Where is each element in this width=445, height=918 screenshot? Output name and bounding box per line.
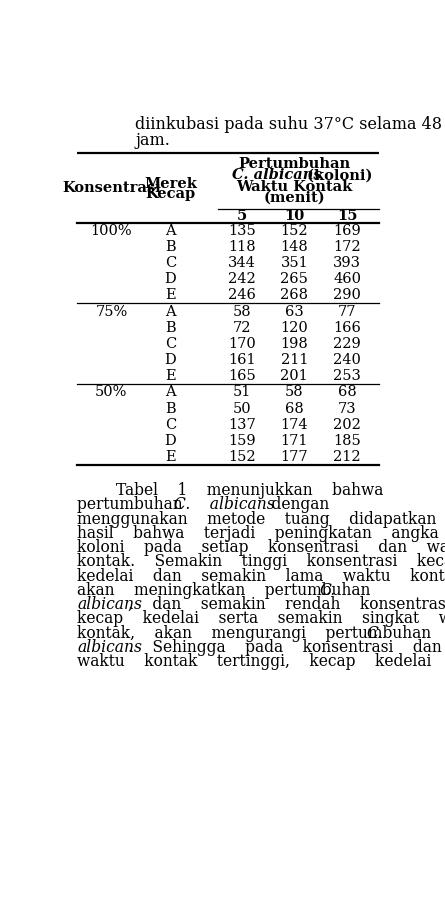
Text: C.: C. bbox=[320, 582, 336, 599]
Text: kontak.    Semakin    tinggi    konsentrasi    kecap: kontak. Semakin tinggi konsentrasi kecap bbox=[77, 554, 445, 570]
Text: kedelai    dan    semakin    lama    waktu    kontak,: kedelai dan semakin lama waktu kontak, bbox=[77, 567, 445, 585]
Text: 211: 211 bbox=[281, 353, 308, 367]
Text: 63: 63 bbox=[285, 305, 303, 319]
Text: 50%: 50% bbox=[95, 386, 128, 399]
Text: 170: 170 bbox=[228, 337, 255, 351]
Text: Kecap: Kecap bbox=[145, 187, 195, 201]
Text: menggunakan    metode    tuang    didapatkan: menggunakan metode tuang didapatkan bbox=[77, 510, 437, 528]
Text: 152: 152 bbox=[280, 224, 308, 238]
Text: 77: 77 bbox=[338, 305, 356, 319]
Text: 242: 242 bbox=[228, 272, 255, 286]
Text: 15: 15 bbox=[337, 208, 357, 223]
Text: 75%: 75% bbox=[95, 305, 128, 319]
Text: 201: 201 bbox=[280, 369, 308, 383]
Text: D: D bbox=[165, 434, 176, 448]
Text: 137: 137 bbox=[228, 418, 255, 431]
Text: 344: 344 bbox=[228, 256, 255, 270]
Text: 135: 135 bbox=[228, 224, 255, 238]
Text: koloni    pada    setiap    konsentrasi    dan    waktu: koloni pada setiap konsentrasi dan waktu bbox=[77, 539, 445, 556]
Text: B: B bbox=[165, 401, 176, 416]
Text: 177: 177 bbox=[280, 450, 308, 464]
Text: D: D bbox=[165, 272, 176, 286]
Text: Waktu Kontak: Waktu Kontak bbox=[236, 180, 352, 194]
Text: 253: 253 bbox=[333, 369, 361, 383]
Text: 212: 212 bbox=[333, 450, 361, 464]
Text: 169: 169 bbox=[333, 224, 361, 238]
Text: 229: 229 bbox=[333, 337, 361, 351]
Text: Tabel    1    menunjukkan    bahwa: Tabel 1 menunjukkan bahwa bbox=[77, 482, 384, 499]
Text: 58: 58 bbox=[285, 386, 303, 399]
Text: C: C bbox=[165, 256, 176, 270]
Text: Konsentrasi: Konsentrasi bbox=[62, 181, 161, 195]
Text: 72: 72 bbox=[232, 320, 251, 335]
Text: 100%: 100% bbox=[91, 224, 132, 238]
Text: B: B bbox=[165, 320, 176, 335]
Text: 166: 166 bbox=[333, 320, 361, 335]
Text: kontak,    akan    mengurangi    pertumbuhan: kontak, akan mengurangi pertumbuhan bbox=[77, 624, 445, 642]
Text: (koloni): (koloni) bbox=[302, 168, 372, 183]
Text: waktu    kontak    tertinggi,    kecap    kedelai    tidak: waktu kontak tertinggi, kecap kedelai ti… bbox=[77, 653, 445, 670]
Text: 240: 240 bbox=[333, 353, 361, 367]
Text: 202: 202 bbox=[333, 418, 361, 431]
Text: 198: 198 bbox=[280, 337, 308, 351]
Text: 265: 265 bbox=[280, 272, 308, 286]
Text: 73: 73 bbox=[338, 401, 356, 416]
Text: 165: 165 bbox=[228, 369, 255, 383]
Text: 148: 148 bbox=[280, 240, 308, 254]
Text: albicans: albicans bbox=[77, 639, 142, 655]
Text: 51: 51 bbox=[232, 386, 251, 399]
Text: C. albicans: C. albicans bbox=[232, 168, 322, 183]
Text: A: A bbox=[165, 386, 176, 399]
Text: diinkubasi pada suhu 37°C selama 48: diinkubasi pada suhu 37°C selama 48 bbox=[135, 117, 442, 133]
Text: C.    albicans: C. albicans bbox=[174, 497, 275, 513]
Text: A: A bbox=[165, 224, 176, 238]
Text: B: B bbox=[165, 240, 176, 254]
Text: dengan: dengan bbox=[252, 497, 330, 513]
Text: kecap    kedelai    serta    semakin    singkat    waktu: kecap kedelai serta semakin singkat wakt… bbox=[77, 610, 445, 627]
Text: D: D bbox=[165, 353, 176, 367]
Text: (menit): (menit) bbox=[263, 191, 325, 205]
Text: 246: 246 bbox=[228, 288, 255, 302]
Text: 393: 393 bbox=[333, 256, 361, 270]
Text: C.: C. bbox=[367, 624, 383, 642]
Text: 68: 68 bbox=[338, 386, 356, 399]
Text: 118: 118 bbox=[228, 240, 255, 254]
Text: 171: 171 bbox=[281, 434, 308, 448]
Text: 50: 50 bbox=[232, 401, 251, 416]
Text: 120: 120 bbox=[280, 320, 308, 335]
Text: 159: 159 bbox=[228, 434, 255, 448]
Text: 172: 172 bbox=[333, 240, 361, 254]
Text: albicans: albicans bbox=[77, 596, 142, 613]
Text: 351: 351 bbox=[280, 256, 308, 270]
Text: 185: 185 bbox=[333, 434, 361, 448]
Text: jam.: jam. bbox=[135, 131, 170, 149]
Text: E: E bbox=[165, 288, 176, 302]
Text: 10: 10 bbox=[284, 208, 304, 223]
Text: E: E bbox=[165, 450, 176, 464]
Text: Merek: Merek bbox=[144, 177, 197, 191]
Text: A: A bbox=[165, 305, 176, 319]
Text: .    Sehingga    pada    konsentrasi    dan: . Sehingga pada konsentrasi dan bbox=[128, 639, 441, 655]
Text: 161: 161 bbox=[228, 353, 255, 367]
Text: ,    dan    semakin    rendah    konsentrasi: , dan semakin rendah konsentrasi bbox=[128, 596, 445, 613]
Text: 290: 290 bbox=[333, 288, 361, 302]
Text: 152: 152 bbox=[228, 450, 255, 464]
Text: 268: 268 bbox=[280, 288, 308, 302]
Text: C: C bbox=[165, 337, 176, 351]
Text: 460: 460 bbox=[333, 272, 361, 286]
Text: C: C bbox=[165, 418, 176, 431]
Text: pertumbuhan: pertumbuhan bbox=[77, 497, 202, 513]
Text: E: E bbox=[165, 369, 176, 383]
Text: Pertumbuhan: Pertumbuhan bbox=[238, 157, 350, 172]
Text: 68: 68 bbox=[285, 401, 303, 416]
Text: 174: 174 bbox=[280, 418, 308, 431]
Text: 58: 58 bbox=[232, 305, 251, 319]
Text: akan    meningkatkan    pertumbuhan: akan meningkatkan pertumbuhan bbox=[77, 582, 390, 599]
Text: 5: 5 bbox=[236, 208, 247, 223]
Text: hasil    bahwa    terjadi    peningkatan    angka: hasil bahwa terjadi peningkatan angka bbox=[77, 525, 439, 542]
